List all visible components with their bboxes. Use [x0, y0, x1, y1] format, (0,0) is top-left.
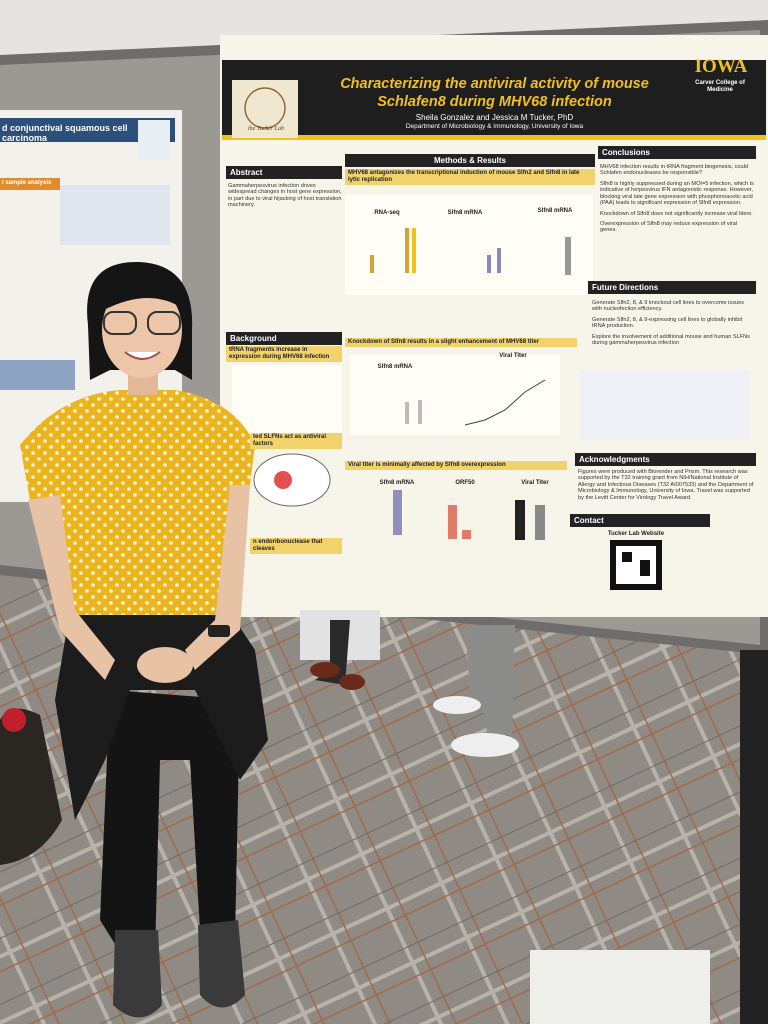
figure-line	[464, 379, 546, 426]
qr-block	[622, 552, 632, 562]
conclusions-list: MHV68 infection results in tRNA fragment…	[600, 164, 754, 238]
affiliation: Department of Microbiology & Immunology,…	[405, 123, 584, 130]
future-item: Generate Slfn2, 8, & 9 knockout cell lin…	[592, 300, 745, 313]
bystander-legs	[315, 620, 350, 685]
future-list: Generate Slfn2, 8, & 9 knockout cell lin…	[592, 300, 752, 351]
figure-bar	[515, 500, 525, 540]
section-heading: Abstract	[226, 166, 342, 180]
logo-circle	[244, 87, 286, 129]
watch	[208, 625, 230, 637]
arm	[28, 495, 115, 680]
section-heading: Background	[226, 332, 342, 346]
hands	[137, 647, 193, 683]
lab-name: the Tucker Lab	[248, 126, 284, 132]
background-subheading: n endoribonuclease that cleaves	[250, 538, 342, 554]
face	[102, 282, 182, 378]
figure-bar	[462, 530, 471, 539]
conclusion-item: Slfn8 is highly suppressed during an MOI…	[600, 180, 754, 207]
glasses	[147, 311, 181, 335]
figure-bar	[487, 255, 491, 273]
red-item	[2, 708, 26, 732]
result-heading: Viral titer is minimally affected by Slf…	[345, 461, 567, 470]
easel-leg	[740, 650, 768, 1024]
section-heading: Conclusions	[598, 146, 756, 160]
conclusion-item: Overexpression of Slfn8 may reduce expre…	[600, 220, 738, 234]
shoe	[310, 662, 340, 678]
figure-panel	[232, 365, 342, 435]
chart-label: Viral Titer	[521, 480, 549, 486]
poster-header	[222, 60, 766, 138]
figure-panel	[350, 355, 560, 435]
result-heading: Knockdown of Slfn8 results in a slight e…	[345, 338, 577, 347]
left-section-band	[0, 178, 60, 190]
iowa-logo: IOWA	[694, 56, 748, 77]
left-logo	[138, 120, 170, 160]
figure-bar	[565, 237, 571, 275]
chart-label: Viral Titer	[499, 353, 527, 359]
chart-label: Slfn8 mRNA	[379, 480, 415, 486]
chart-label: Slfn8 mRNA	[447, 210, 483, 216]
future-item: Generate Slfn2, 8, & 9-expressing cell l…	[592, 316, 743, 330]
arm	[185, 485, 250, 670]
background-subheading: ted SLFNs act as antiviral factors	[250, 433, 342, 449]
conclusion-item: MHV68 infection results in tRNA fragment…	[600, 164, 748, 177]
figure-bar	[448, 505, 457, 539]
section-heading: Contact	[570, 514, 710, 528]
bystander-legs	[465, 625, 515, 735]
section-heading: Acknowledgments	[575, 453, 756, 467]
website-label: Tucker Lab Website	[607, 531, 665, 537]
poster-title: Schlafen8 during MHV68 infection	[377, 94, 612, 110]
nucleus	[274, 471, 292, 489]
conclusion-item: Knockdown of Slfn8 does not significantl…	[600, 210, 753, 217]
figure-bar	[412, 228, 416, 273]
header-stripe	[222, 135, 766, 140]
background-subheading: tRNA fragments increase in expression du…	[226, 346, 342, 362]
shoe	[433, 696, 481, 714]
person	[20, 261, 268, 1018]
chart-label: ORF50	[455, 480, 475, 486]
ack-text: Figures were produced with Biorender and…	[578, 469, 754, 501]
qr-block	[640, 560, 650, 576]
authors: Sheila Gonzalez and Jessica M Tucker, Ph…	[415, 113, 574, 122]
abstract-text: Gammaherpesvirus infection drives widesp…	[228, 183, 342, 209]
smile	[124, 351, 161, 360]
chart-label: Slfn8 mRNA	[537, 208, 573, 214]
figure-bar	[535, 505, 545, 540]
poster-title: Characterizing the antiviral activity of…	[340, 76, 649, 92]
figure-bar	[497, 248, 501, 273]
shoe	[451, 733, 519, 757]
glasses	[103, 311, 137, 335]
shoe	[339, 674, 365, 690]
figure-bar	[405, 402, 409, 424]
college: Carver College of Medicine	[695, 80, 745, 93]
figure-bar	[370, 255, 374, 273]
left-figure	[60, 185, 170, 245]
chart-label: RNA-seq	[374, 210, 400, 216]
figure-bar	[393, 490, 402, 535]
section-heading: Methods & Results	[345, 154, 595, 168]
yellow-blouse	[20, 390, 255, 615]
section-heading: Future Directions	[588, 281, 756, 295]
figure-panel	[580, 370, 750, 440]
left-poster-title: d conjunctival squamous cell carcinoma	[2, 123, 128, 144]
chart-label: Slfn8 mRNA	[377, 364, 413, 370]
figure-bar	[405, 228, 409, 273]
pants	[100, 690, 240, 960]
shoe	[198, 920, 245, 1008]
figure-bar	[418, 400, 422, 424]
bangs	[100, 281, 185, 312]
result-heading: MHV68 antagonizes the transcriptional in…	[345, 169, 595, 185]
paper-on-floor	[530, 950, 710, 1024]
shoe	[113, 930, 162, 1018]
figure-panel	[345, 195, 593, 295]
future-item: Explore the involvement of additional mo…	[592, 333, 750, 347]
left-section-label: l sample analysis	[2, 180, 52, 186]
left-figure	[0, 360, 75, 390]
handbag	[0, 708, 62, 865]
